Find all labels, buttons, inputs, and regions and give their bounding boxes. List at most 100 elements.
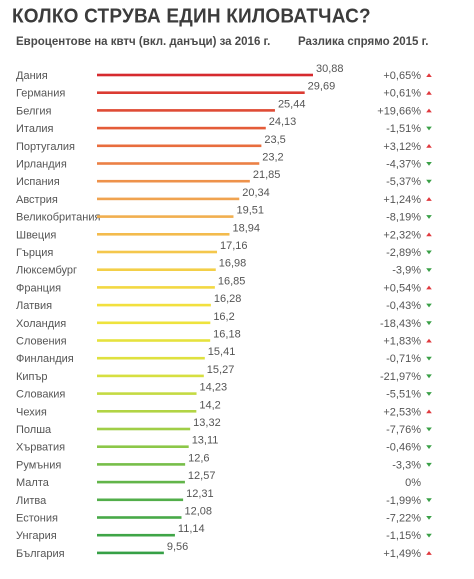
bar bbox=[97, 339, 211, 342]
bar bbox=[97, 144, 262, 148]
change-label: -1,15% bbox=[386, 530, 421, 542]
bar bbox=[97, 480, 185, 484]
country-label: Румъния bbox=[16, 459, 61, 471]
value-label: 18,94 bbox=[232, 222, 260, 234]
country-label: Германия bbox=[16, 88, 65, 100]
bar bbox=[97, 91, 305, 94]
bar bbox=[97, 179, 250, 183]
country-label: Латвия bbox=[16, 300, 52, 312]
change-label: +1,83% bbox=[383, 336, 421, 348]
value-label: 16,85 bbox=[218, 275, 246, 287]
change-label: +19,66% bbox=[377, 105, 421, 117]
change-label: +2,32% bbox=[383, 229, 421, 241]
change-label: -0,43% bbox=[386, 300, 421, 312]
bar bbox=[97, 109, 275, 112]
bar bbox=[97, 445, 189, 448]
change-label: -5,51% bbox=[386, 389, 421, 401]
country-label: Гърция bbox=[16, 247, 53, 259]
change-column-header: Разлика спрямо 2015 г. bbox=[298, 36, 429, 48]
value-label: 9,56 bbox=[167, 541, 188, 553]
bar bbox=[97, 286, 215, 289]
country-label: Дания bbox=[16, 70, 48, 82]
arrow-up-icon bbox=[426, 409, 432, 414]
change-label: +0,54% bbox=[383, 282, 421, 294]
arrow-down-icon bbox=[426, 392, 432, 396]
arrow-down-icon bbox=[426, 498, 432, 503]
change-label: -4,37% bbox=[386, 159, 421, 171]
bar bbox=[97, 516, 182, 519]
country-label: Чехия bbox=[16, 406, 47, 418]
value-label: 17,16 bbox=[220, 240, 248, 252]
arrow-down-icon bbox=[426, 321, 432, 326]
value-label: 14,23 bbox=[200, 382, 228, 394]
bar bbox=[97, 498, 184, 502]
value-label: 30,88 bbox=[316, 63, 344, 75]
arrow-up-icon bbox=[426, 338, 432, 343]
bar bbox=[97, 427, 191, 431]
value-label: 16,28 bbox=[214, 293, 242, 305]
value-label: 23,2 bbox=[262, 152, 283, 164]
change-label: -8,19% bbox=[386, 212, 421, 224]
bar bbox=[97, 215, 234, 218]
value-label: 12,57 bbox=[188, 470, 216, 482]
country-label: Унгария bbox=[16, 530, 57, 542]
country-label: България bbox=[16, 548, 65, 560]
value-label: 12,6 bbox=[188, 452, 209, 464]
change-label: -2,89% bbox=[386, 247, 421, 259]
arrow-up-icon bbox=[426, 144, 432, 148]
value-label: 21,85 bbox=[253, 169, 281, 181]
bar bbox=[97, 303, 211, 307]
arrow-down-icon bbox=[426, 516, 432, 520]
bar bbox=[97, 162, 260, 165]
change-label: 0% bbox=[405, 477, 421, 489]
country-label: Словения bbox=[16, 336, 67, 348]
chart-subtitle: Евроцентове на квтч (вкл. данъци) за 201… bbox=[16, 36, 271, 48]
country-label: Словакия bbox=[16, 389, 65, 401]
change-label: -3,9% bbox=[392, 265, 421, 277]
arrow-down-icon bbox=[426, 303, 432, 308]
arrow-down-icon bbox=[426, 268, 432, 272]
bar bbox=[97, 410, 197, 413]
change-label: +1,24% bbox=[383, 194, 421, 206]
change-label: -1,51% bbox=[386, 123, 421, 135]
country-label: Австрия bbox=[16, 194, 58, 206]
change-label: -5,37% bbox=[386, 176, 421, 188]
bar bbox=[97, 321, 211, 325]
value-label: 19,51 bbox=[236, 205, 264, 217]
bar bbox=[97, 250, 218, 254]
change-label: -1,99% bbox=[386, 495, 421, 507]
country-label: Великобритания bbox=[16, 212, 101, 224]
arrow-down-icon bbox=[426, 462, 432, 467]
bar bbox=[97, 374, 204, 378]
value-label: 12,31 bbox=[186, 488, 214, 500]
arrow-down-icon bbox=[426, 533, 432, 538]
arrow-down-icon bbox=[426, 162, 432, 166]
change-label: +1,49% bbox=[383, 548, 421, 560]
value-label: 13,11 bbox=[192, 435, 219, 447]
country-label: Малта bbox=[16, 477, 50, 489]
country-label: Полша bbox=[16, 424, 52, 436]
bar bbox=[97, 551, 164, 555]
arrow-up-icon bbox=[426, 108, 432, 113]
country-label: Естония bbox=[16, 513, 58, 525]
arrow-up-icon bbox=[426, 197, 432, 201]
country-label: Финландия bbox=[16, 353, 74, 365]
value-label: 16,18 bbox=[213, 329, 241, 341]
country-label: Люксембург bbox=[16, 265, 77, 277]
value-label: 15,41 bbox=[208, 346, 236, 358]
change-label: -3,3% bbox=[392, 459, 421, 471]
bar bbox=[97, 463, 186, 466]
value-label: 12,08 bbox=[185, 506, 213, 518]
country-label: Португалия bbox=[16, 141, 75, 153]
arrow-up-icon bbox=[426, 90, 432, 95]
country-label: Литва bbox=[16, 495, 47, 507]
change-label: +0,61% bbox=[383, 88, 421, 100]
bar bbox=[97, 126, 266, 130]
change-label: -0,71% bbox=[386, 353, 421, 365]
bar bbox=[97, 533, 175, 537]
arrow-down-icon bbox=[426, 427, 432, 432]
arrow-up-icon bbox=[426, 551, 432, 555]
change-label: +3,12% bbox=[383, 141, 421, 153]
country-label: Кипър bbox=[16, 371, 48, 383]
